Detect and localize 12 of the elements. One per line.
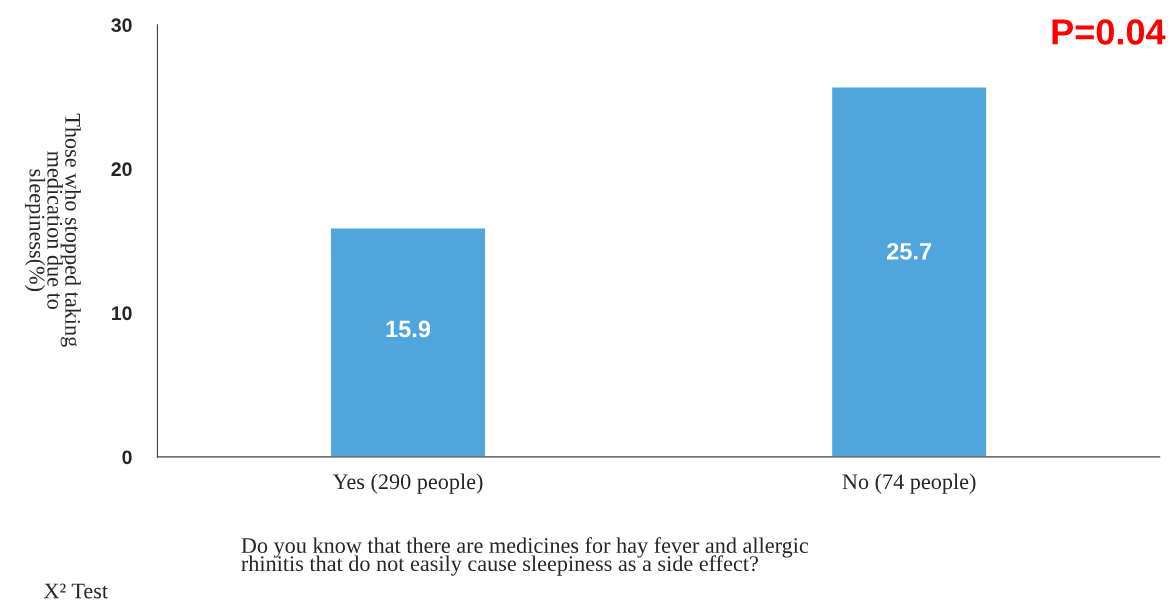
y-tick-label: 30 xyxy=(111,18,132,33)
data-label: 25.7 xyxy=(887,242,932,260)
x-tick-label: Yes (290 people) xyxy=(332,473,483,494)
text: X² Test xyxy=(43,583,108,599)
y-tick-label: 10 xyxy=(112,306,132,321)
y-axis-title: Those who stopped taking medication due to sleepiness(%) xyxy=(24,113,81,347)
annotation: P=0.04 xyxy=(1052,19,1166,45)
x-axis-title: Do you know that there are medicines for hay fever and allergic rhinitis that do not easily cause sleepiness as a side effect? xyxy=(241,537,809,576)
y-tick-label: 0 xyxy=(122,450,132,465)
x-tick-label: No (74 people) xyxy=(842,473,976,494)
data-label: 15.9 xyxy=(386,320,431,338)
y-tick-label: 20 xyxy=(111,162,132,177)
